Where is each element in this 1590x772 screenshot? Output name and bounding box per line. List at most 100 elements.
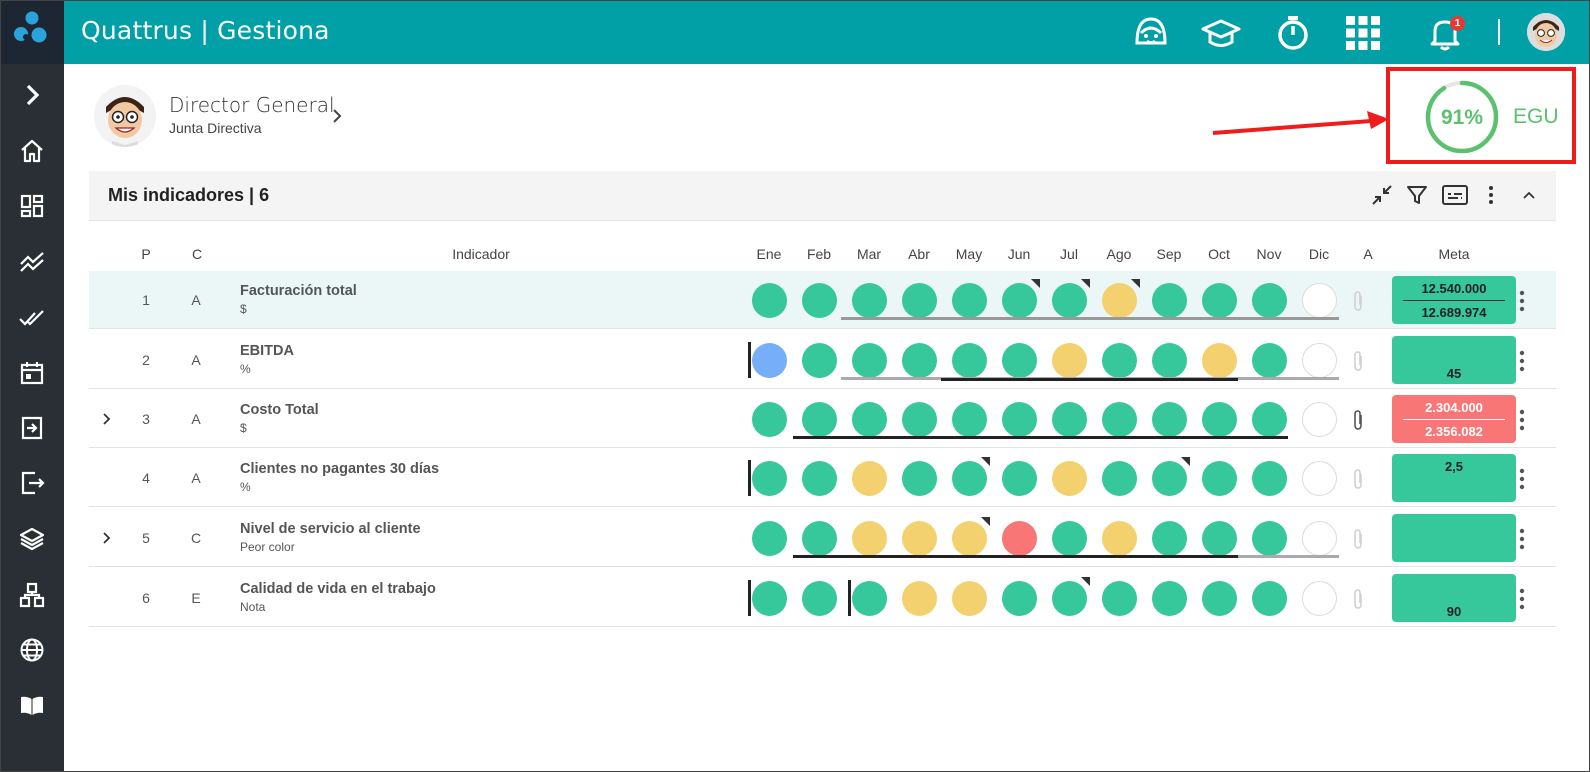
user-profile-avatar[interactable] <box>94 85 156 147</box>
month-status-dot[interactable] <box>1102 279 1140 318</box>
chevron-right-icon[interactable] <box>331 107 343 125</box>
month-status-dot[interactable] <box>1052 577 1090 616</box>
user-avatar[interactable] <box>1527 13 1565 51</box>
month-status-dot[interactable] <box>1152 343 1187 378</box>
month-status-dot[interactable] <box>1052 461 1087 496</box>
month-status-dot[interactable] <box>1152 521 1187 556</box>
month-status-dot[interactable] <box>1102 461 1137 496</box>
month-status-dot[interactable] <box>1252 461 1287 496</box>
indicator-name[interactable]: Costo Total <box>240 402 319 418</box>
month-status-dot[interactable] <box>902 402 937 437</box>
month-status-dot[interactable] <box>1252 283 1287 318</box>
month-status-dot[interactable] <box>1302 343 1337 378</box>
month-status-dot[interactable] <box>1002 402 1037 437</box>
month-status-dot[interactable] <box>752 343 787 378</box>
app-logo[interactable] <box>1 1 64 64</box>
calendar-icon[interactable] <box>19 360 45 386</box>
globe-icon[interactable] <box>19 637 45 663</box>
table-row[interactable]: 5 C Nivel de servicio al cliente Peor color <box>89 509 1556 567</box>
month-status-dot[interactable] <box>952 517 990 556</box>
month-status-dot[interactable] <box>852 402 887 437</box>
month-status-dot[interactable] <box>1052 521 1087 556</box>
home-icon[interactable] <box>19 138 45 164</box>
bell-icon[interactable] <box>1425 13 1465 53</box>
table-row[interactable]: 4 A Clientes no pagantes 30 días% 2,5 <box>89 449 1556 507</box>
month-status-dot[interactable] <box>852 581 887 616</box>
support-face-icon[interactable] <box>1131 13 1171 53</box>
month-status-dot[interactable] <box>1052 343 1087 378</box>
attachment-icon[interactable] <box>1351 350 1365 372</box>
apps-grid-icon[interactable] <box>1343 13 1383 53</box>
subtitles-icon[interactable] <box>1441 183 1469 207</box>
meta-box[interactable] <box>1392 514 1516 562</box>
month-status-dot[interactable] <box>1152 581 1187 616</box>
month-status-dot[interactable] <box>752 581 787 616</box>
trend-icon[interactable] <box>19 249 45 275</box>
meta-box[interactable]: 2.304.000 2.356.082 <box>1392 395 1516 443</box>
indicator-name[interactable]: Calidad de vida en el trabajo <box>240 581 436 597</box>
table-row[interactable]: 2 A EBITDA% 45 <box>89 331 1556 389</box>
attachment-icon[interactable] <box>1351 290 1365 312</box>
month-status-dot[interactable] <box>1102 521 1137 556</box>
month-status-dot[interactable] <box>1002 521 1037 556</box>
month-status-dot[interactable] <box>1202 343 1237 378</box>
book-icon[interactable] <box>19 692 45 718</box>
month-status-dot[interactable] <box>902 343 937 378</box>
logout-icon[interactable] <box>19 470 45 496</box>
month-status-dot[interactable] <box>1302 581 1337 616</box>
month-status-dot[interactable] <box>1252 343 1287 378</box>
month-status-dot[interactable] <box>1002 343 1037 378</box>
graduation-cap-icon[interactable] <box>1201 13 1241 53</box>
row-more-icon[interactable] <box>1515 348 1529 374</box>
chevron-up-icon[interactable] <box>1517 183 1541 207</box>
month-status-dot[interactable] <box>1002 461 1037 496</box>
month-status-dot[interactable] <box>752 402 787 437</box>
month-status-dot[interactable] <box>802 521 837 556</box>
indicator-name[interactable]: Nivel de servicio al cliente <box>240 521 421 537</box>
month-status-dot[interactable] <box>1202 581 1237 616</box>
month-status-dot[interactable] <box>802 283 837 318</box>
layers-icon[interactable] <box>19 526 45 552</box>
expand-row-icon[interactable] <box>101 411 113 427</box>
meta-box[interactable]: 12.540.000 12.689.974 <box>1392 276 1516 324</box>
double-check-icon[interactable] <box>19 305 45 331</box>
month-status-dot[interactable] <box>902 581 937 616</box>
expand-row-icon[interactable] <box>101 530 113 546</box>
attachment-icon[interactable] <box>1351 528 1365 550</box>
month-status-dot[interactable] <box>752 283 787 318</box>
month-status-dot[interactable] <box>1302 461 1337 496</box>
login-icon[interactable] <box>19 415 45 441</box>
month-status-dot[interactable] <box>752 521 787 556</box>
month-status-dot[interactable] <box>952 581 987 616</box>
dashboard-icon[interactable] <box>19 193 45 219</box>
row-more-icon[interactable] <box>1515 407 1529 433</box>
month-status-dot[interactable] <box>852 521 887 556</box>
indicator-name[interactable]: EBITDA <box>240 343 294 359</box>
month-status-dot[interactable] <box>1252 402 1287 437</box>
month-status-dot[interactable] <box>1202 402 1237 437</box>
meta-box[interactable]: 2,5 <box>1392 454 1516 502</box>
month-status-dot[interactable] <box>1302 521 1337 556</box>
month-status-dot[interactable] <box>1252 521 1287 556</box>
more-vertical-icon[interactable] <box>1479 183 1503 207</box>
month-status-dot[interactable] <box>952 457 990 496</box>
month-status-dot[interactable] <box>802 461 837 496</box>
month-status-dot[interactable] <box>802 343 837 378</box>
month-status-dot[interactable] <box>952 343 987 378</box>
attachment-icon[interactable] <box>1351 409 1365 431</box>
month-status-dot[interactable] <box>1102 343 1137 378</box>
table-row[interactable]: 3 A Costo Total $2.304.000 2.356.082 <box>89 390 1556 448</box>
row-more-icon[interactable] <box>1515 526 1529 552</box>
row-more-icon[interactable] <box>1515 288 1529 314</box>
month-status-dot[interactable] <box>1152 402 1187 437</box>
month-status-dot[interactable] <box>1202 283 1237 318</box>
month-status-dot[interactable] <box>902 521 937 556</box>
month-status-dot[interactable] <box>1302 283 1337 318</box>
month-status-dot[interactable] <box>1152 283 1187 318</box>
indicator-name[interactable]: Clientes no pagantes 30 días <box>240 461 440 477</box>
stopwatch-icon[interactable] <box>1273 13 1313 53</box>
month-status-dot[interactable] <box>1202 521 1237 556</box>
expand-chevron-icon[interactable] <box>19 82 45 108</box>
table-row[interactable]: 6 E Calidad de vida en el trabajo Nota 90 <box>89 569 1556 627</box>
month-status-dot[interactable] <box>852 283 887 318</box>
